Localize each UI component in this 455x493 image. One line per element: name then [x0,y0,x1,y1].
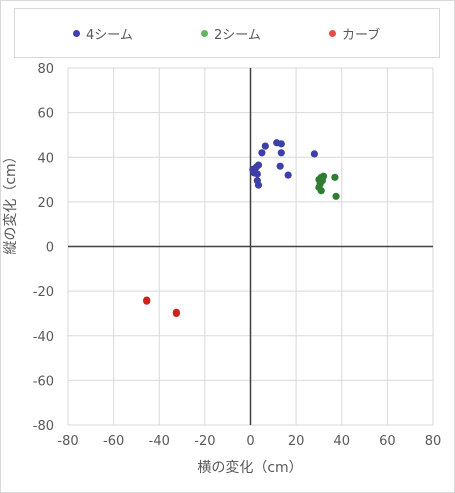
data-point [261,142,269,150]
x-tick-label: -60 [103,434,124,449]
x-tick-label: -40 [149,434,170,449]
y-tick-label: 80 [37,62,54,77]
data-point [310,150,318,158]
legend: 4シーム 2シーム カーブ [14,8,440,58]
data-point [277,149,285,157]
data-point [172,308,180,316]
x-tick-label: 0 [246,434,254,449]
y-axis-label: 縦の変化（cm） [2,149,19,254]
y-tick-label: -40 [33,330,54,345]
data-point [331,173,339,181]
x-tick-label: 20 [288,434,305,449]
data-point [254,181,263,189]
legend-item-4seam: 4シーム [73,24,133,43]
data-point [253,170,261,178]
x-tick-label: -20 [194,434,215,449]
axes [68,68,433,425]
legend-marker-curve [329,29,336,37]
y-tick-label: 40 [37,151,54,166]
y-tick-label: -20 [33,285,54,300]
y-tick-label: -60 [33,374,54,389]
legend-marker-2seam [201,29,208,37]
tick-labels: -80 -60 -40 -20 0 20 40 60 80 -80 -60 -40 -20 0 20 40 60… [33,62,442,449]
y-tick-label: 60 [37,107,54,122]
data-point [254,161,263,169]
data-point [276,162,284,170]
data-point [258,149,266,157]
data-points [143,139,340,318]
data-point [284,171,292,179]
x-tick-label: -80 [57,434,78,449]
legend-label-2seam: 2シーム [214,27,261,43]
x-axis-label: 横の変化（cm） [197,459,302,476]
x-tick-label: 60 [379,434,396,449]
legend-label-4seam: 4シーム [86,27,133,43]
data-point [317,187,325,195]
x-tick-label: 80 [425,434,442,449]
y-tick-label: 0 [46,241,54,256]
y-tick-label: 20 [37,196,54,211]
y-tick-label: -80 [33,419,54,434]
legend-item-curve: カーブ [329,24,381,43]
legend-label-curve: カーブ [342,27,381,43]
data-point [143,296,151,304]
legend-item-2seam: 2シーム [201,24,261,43]
legend-marker-4seam [73,29,80,37]
data-point [332,192,340,200]
x-tick-label: 40 [333,434,350,449]
data-point [277,140,285,148]
